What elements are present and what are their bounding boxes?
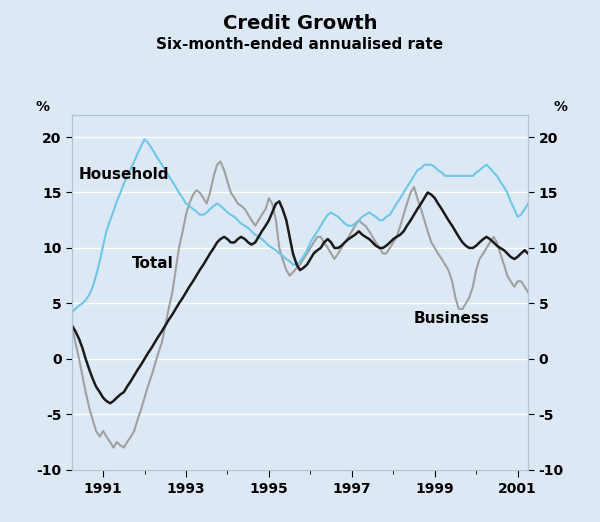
- Text: Credit Growth: Credit Growth: [223, 14, 377, 33]
- Text: Total: Total: [132, 256, 174, 271]
- Text: %: %: [35, 100, 49, 114]
- Text: Household: Household: [78, 167, 169, 182]
- Text: Business: Business: [414, 312, 490, 326]
- Text: %: %: [554, 100, 568, 114]
- Text: Six-month-ended annualised rate: Six-month-ended annualised rate: [157, 37, 443, 52]
